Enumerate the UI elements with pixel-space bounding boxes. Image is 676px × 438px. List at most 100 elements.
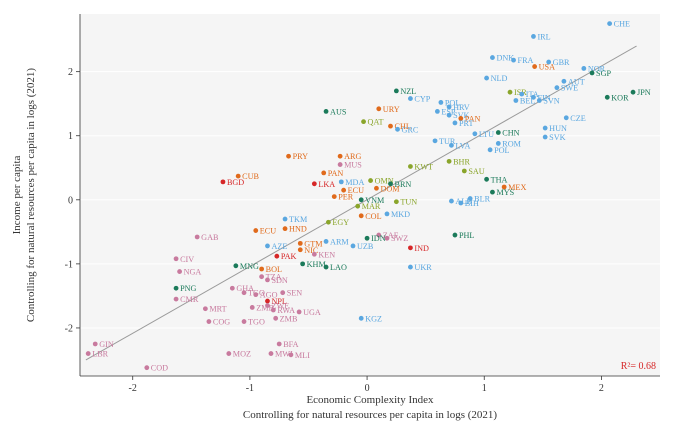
point-marker [241, 319, 247, 324]
data-point-cub: CUB [235, 172, 260, 181]
y-tick-label: -1 [65, 259, 73, 270]
point-marker [458, 116, 464, 121]
point-marker [265, 243, 270, 249]
data-point-gha: GHA [229, 284, 254, 293]
data-point-cod: COD [144, 364, 168, 373]
data-point-aut: AUT [561, 77, 585, 86]
data-point-mar: MAR [355, 202, 381, 211]
point-label: POL [494, 146, 509, 155]
point-label: MLI [295, 351, 310, 360]
point-marker [458, 200, 464, 206]
point-marker [253, 292, 259, 298]
point-label: SEN [287, 289, 303, 298]
data-point-pak: PAK [274, 252, 297, 261]
data-point-pol: POL [438, 98, 460, 107]
point-label: GIN [99, 340, 114, 349]
point-label: SDN [271, 276, 287, 285]
point-label: SWZ [391, 234, 408, 243]
data-point-bgd: BGD [220, 178, 244, 187]
x-tick-label: -2 [129, 383, 137, 394]
data-point-bhr: BHR [446, 157, 470, 166]
data-point-idn: IDN [364, 234, 386, 243]
point-marker [395, 126, 400, 132]
point-label: ECU [348, 186, 364, 195]
data-point-hnd: HND [282, 225, 307, 234]
data-point-chl: CHL [388, 122, 411, 131]
data-point-mkd: MKD [384, 210, 410, 219]
x-axis-title-line1: Economic Complexity Index [306, 394, 434, 406]
data-point-nld: NLD [484, 74, 507, 83]
point-marker [144, 365, 150, 371]
point-label: ZMB [280, 314, 298, 323]
point-label: KGZ [365, 314, 382, 323]
point-label: KEN [318, 250, 335, 259]
point-marker [581, 66, 587, 71]
point-marker [233, 263, 239, 269]
point-marker [542, 125, 548, 131]
point-marker [358, 315, 364, 321]
point-marker [311, 251, 317, 257]
point-marker [338, 179, 344, 185]
data-point-fin: FIN [531, 93, 551, 102]
data-point-alb: ALB [449, 197, 472, 206]
data-point-nzl: NZL [393, 87, 416, 96]
point-label: MKD [391, 210, 410, 219]
data-point-hrv: HRV [446, 103, 470, 112]
data-point-ukr: UKR [408, 263, 432, 272]
point-marker [607, 21, 613, 27]
data-point-cyp: CYP [408, 95, 431, 104]
point-marker [235, 173, 241, 179]
point-marker [355, 203, 361, 209]
point-label: SGP [596, 69, 611, 78]
point-marker [249, 305, 255, 310]
point-marker [268, 351, 274, 356]
x-tick-label: -1 [246, 383, 254, 394]
point-label: LBR [92, 350, 108, 359]
point-label: GAB [201, 233, 219, 242]
point-marker [432, 138, 438, 144]
data-point-blr: BLR [467, 195, 491, 204]
y-tick-label: 2 [68, 67, 73, 78]
data-point-sau: SAU [461, 167, 485, 176]
data-point-cog: COG [206, 318, 230, 327]
point-marker [341, 187, 347, 193]
point-label: PAK [281, 252, 297, 261]
data-point-omn: OMN [368, 177, 394, 186]
point-label: GTM [304, 239, 323, 248]
data-point-bfa: BFA [276, 340, 299, 349]
data-point-npl: NPL [265, 297, 287, 306]
point-label: DOM [380, 184, 400, 193]
data-point-zaf: ZAF [376, 231, 399, 240]
data-point-dnk: DNK [490, 54, 514, 63]
point-label: KOR [611, 93, 629, 102]
data-point-aus: AUS [323, 107, 347, 116]
data-point-ita: ITA [519, 90, 539, 99]
data-point-pan2: PAN [321, 169, 343, 178]
point-label: CUB [242, 172, 259, 181]
point-marker [297, 247, 303, 253]
point-label: USA [539, 63, 555, 72]
point-label: EGY [332, 218, 349, 227]
point-label: VNM [365, 196, 385, 205]
data-point-prt: PRT [452, 119, 473, 128]
point-label: IDN [371, 234, 386, 243]
data-point-png: PNG [173, 284, 197, 293]
r-squared-label: R²= 0.68 [621, 361, 656, 372]
data-point-phl: PHL [452, 231, 474, 240]
data-point-cze: CZE [563, 114, 586, 123]
point-marker [561, 78, 567, 84]
point-marker [202, 306, 208, 312]
y-axis-title-line2: Controlling for natural resources per ca… [25, 68, 37, 322]
point-label: FRA [518, 56, 534, 65]
point-label: PHL [459, 231, 474, 240]
point-marker [286, 153, 291, 159]
point-marker [259, 266, 265, 272]
point-label: TZA [266, 273, 282, 282]
point-marker [589, 70, 595, 76]
point-label: PRY [293, 152, 309, 161]
point-marker [331, 194, 337, 200]
point-label: CYP [414, 95, 430, 104]
y-tick-label: -2 [65, 323, 73, 334]
point-marker [511, 57, 516, 63]
data-point-che: CHE [607, 20, 630, 29]
